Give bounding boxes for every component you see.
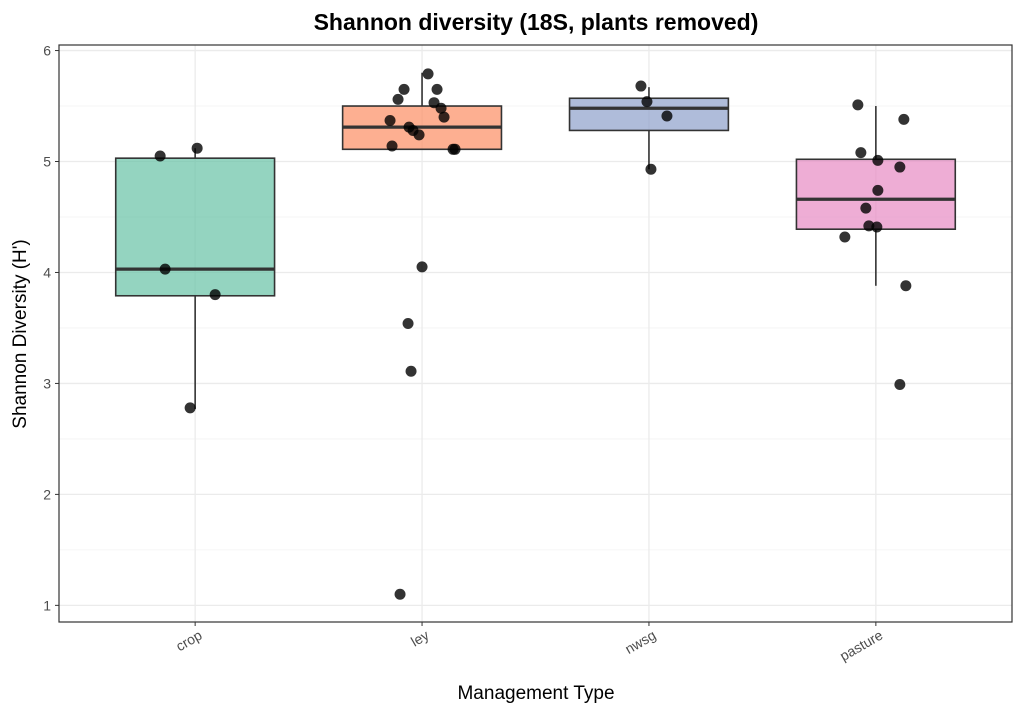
boxes	[114, 72, 957, 409]
point-pasture	[872, 184, 884, 196]
plot-panel-border	[58, 44, 1013, 623]
point-ley	[402, 318, 414, 330]
point-nwsg	[641, 96, 653, 108]
y-tick-label: 4	[43, 264, 51, 280]
chart-title: Shannon diversity (18S, plants removed)	[314, 9, 759, 35]
point-pasture	[855, 147, 867, 159]
x-tick-label: crop	[173, 627, 205, 655]
points	[154, 68, 912, 600]
point-nwsg	[645, 163, 657, 175]
point-ley	[438, 111, 450, 123]
point-crop	[191, 142, 203, 154]
point-ley	[413, 129, 425, 141]
point-pasture	[900, 280, 912, 292]
x-tick-label: ley	[408, 627, 432, 650]
y-tick-label: 1	[43, 597, 51, 613]
point-pasture	[894, 161, 906, 173]
y-tick-label: 2	[43, 486, 51, 502]
point-ley	[384, 114, 396, 126]
y-tick-label: 5	[43, 154, 51, 170]
point-ley	[386, 140, 398, 152]
point-nwsg	[635, 80, 647, 92]
point-crop	[159, 263, 171, 275]
point-pasture	[860, 202, 872, 214]
y-tick-label: 6	[43, 43, 51, 59]
point-pasture	[863, 220, 875, 232]
point-crop	[184, 402, 196, 414]
point-pasture	[898, 113, 910, 125]
x-axis: crop ley nwsg pasture	[173, 622, 886, 664]
point-ley	[392, 93, 404, 105]
box-crop	[114, 157, 276, 297]
y-axis-title: Shannon Diversity (H')	[10, 239, 31, 428]
point-pasture	[894, 379, 906, 391]
x-axis-title: Management Type	[457, 683, 614, 704]
point-pasture	[871, 221, 883, 233]
point-ley	[449, 143, 461, 155]
point-nwsg	[661, 110, 673, 122]
point-pasture	[839, 231, 851, 243]
point-ley	[394, 588, 406, 600]
point-ley	[435, 102, 447, 114]
point-crop	[209, 289, 221, 301]
point-ley	[398, 83, 410, 95]
point-ley	[405, 365, 417, 377]
x-tick-label: pasture	[837, 627, 886, 664]
point-ley	[416, 261, 428, 273]
grid	[59, 45, 1012, 622]
point-ley	[431, 83, 443, 95]
point-ley	[422, 68, 434, 80]
point-crop	[154, 150, 166, 162]
y-tick-label: 3	[43, 375, 51, 391]
point-pasture	[872, 154, 884, 166]
y-axis: 1 2 3 4 5 6	[43, 43, 59, 613]
point-pasture	[852, 99, 864, 111]
x-tick-label: nwsg	[622, 627, 658, 657]
